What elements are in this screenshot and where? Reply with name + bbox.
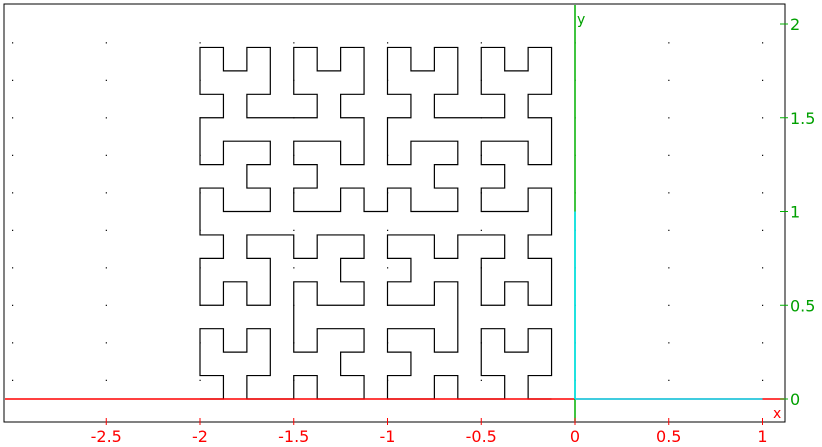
grid-dot: [12, 229, 14, 231]
grid-dot: [668, 79, 670, 81]
grid-dot: [199, 379, 201, 381]
x-tick-label: 1: [757, 427, 767, 446]
grid-dot: [480, 229, 482, 231]
grid-dot: [668, 42, 670, 44]
grid-dot: [668, 267, 670, 269]
series-0-line: [199, 46, 553, 400]
grid-dot: [12, 192, 14, 194]
x-tick-label: -2: [192, 427, 208, 446]
grid-dot: [12, 379, 14, 381]
grid-dot: [762, 342, 764, 344]
grid-dot: [387, 229, 389, 231]
y-axis-label: y: [577, 12, 585, 28]
grid-dot: [480, 379, 482, 381]
grid-dot: [668, 379, 670, 381]
grid-dot: [480, 42, 482, 44]
grid-dot: [668, 192, 670, 194]
x-tick-label: 0.5: [656, 427, 681, 446]
plot-frame: [3, 3, 786, 423]
y-tick-label: 1: [790, 203, 800, 222]
grid-dot: [105, 154, 107, 156]
grid-dot: [668, 342, 670, 344]
x-tick-label: -1: [380, 427, 396, 446]
grid-dot: [105, 304, 107, 306]
grid-dot: [762, 229, 764, 231]
grid-dot: [12, 42, 14, 44]
x-tick-label: -2.5: [91, 427, 122, 446]
x-tick-label: -1.5: [278, 427, 309, 446]
grid-dot: [12, 79, 14, 81]
grid-dot: [105, 42, 107, 44]
grid-dot: [105, 192, 107, 194]
grid-dot: [387, 267, 389, 269]
grid-dot: [762, 42, 764, 44]
grid-dot: [12, 154, 14, 156]
grid-dot: [293, 42, 295, 44]
grid-dot: [105, 229, 107, 231]
grid-dot: [387, 42, 389, 44]
grid-dot: [105, 379, 107, 381]
grid-dot: [12, 304, 14, 306]
x-tick-label: -0.5: [466, 427, 497, 446]
grid-dot: [293, 229, 295, 231]
grid-dot: [12, 342, 14, 344]
grid-dot: [762, 304, 764, 306]
grid-dot: [668, 154, 670, 156]
y-tick-label: 0: [790, 390, 800, 409]
y-tick-label: 2: [790, 15, 800, 34]
grid-dot: [12, 117, 14, 119]
y-tick-label: 1.5: [790, 109, 815, 128]
grid-dot: [199, 42, 201, 44]
grid-dot: [762, 192, 764, 194]
grid-dot: [105, 342, 107, 344]
grid-dot: [762, 79, 764, 81]
grid-dot: [105, 267, 107, 269]
grid-dot: [105, 117, 107, 119]
grid-dot: [762, 379, 764, 381]
grid-dot: [293, 267, 295, 269]
grid-dot: [762, 117, 764, 119]
grid-dot: [105, 79, 107, 81]
y-tick-label: 0.5: [790, 296, 815, 315]
axes: [5, 5, 784, 421]
grid-dot: [668, 117, 670, 119]
grid-dot: [668, 229, 670, 231]
x-tick-label: 0: [570, 427, 580, 446]
grid-dot: [12, 267, 14, 269]
x-axis-label: x: [773, 406, 781, 422]
hilbert-curve: [199, 46, 553, 400]
grid-dot: [668, 304, 670, 306]
grid-dot: [762, 267, 764, 269]
tick-labels: -2.5 -2 -1.5 -1 -0.5 0 0.5 1 0 0.5 1 1.5 2: [91, 15, 816, 446]
grid-dot: [762, 154, 764, 156]
